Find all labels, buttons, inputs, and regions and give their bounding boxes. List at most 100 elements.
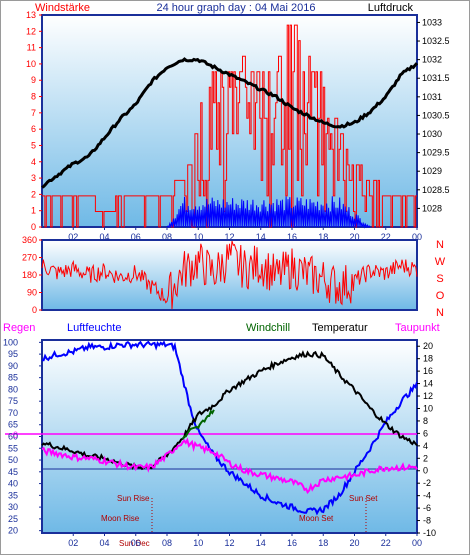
wind-speed-series xyxy=(42,24,417,228)
compass-n-top: N xyxy=(436,239,444,251)
x-tick-label: 20 xyxy=(349,232,359,242)
x-tick-label: 20 xyxy=(349,538,359,548)
direction-tick-label: 0 xyxy=(32,305,37,315)
wind-pressure-panel xyxy=(41,14,418,228)
wind-direction-series xyxy=(41,240,418,310)
direction-tick-label: 90 xyxy=(27,288,37,298)
humidity-tick-label: 30 xyxy=(8,502,18,512)
x-tick-label: 06 xyxy=(131,538,141,548)
humidity-tick-label: 85 xyxy=(8,373,18,383)
x-tick-label: 18 xyxy=(318,232,328,242)
temperature-tick-label: 18 xyxy=(423,354,433,364)
temperature-tick-label: 16 xyxy=(423,366,433,376)
humidity-tick-label: 20 xyxy=(8,526,18,536)
wind-tick-label: 12 xyxy=(26,26,36,36)
temperature-tick-label: -10 xyxy=(423,528,436,538)
wind-tick-label: 10 xyxy=(26,59,36,69)
wind-tick-label: 4 xyxy=(31,157,36,167)
direction-tick-label: 180 xyxy=(22,270,37,280)
pressure-tick-label: 1031 xyxy=(422,92,442,102)
humidity-tick-label: 60 xyxy=(8,432,18,442)
x-tick-label: 02 xyxy=(68,538,78,548)
temperature-tick-label: 14 xyxy=(423,379,433,389)
pressure-tick-label: 1030 xyxy=(422,129,442,139)
compass-n-bottom: N xyxy=(436,307,444,319)
compass-w: W xyxy=(435,256,446,268)
pressure-tick-label: 1031.5 xyxy=(422,73,450,83)
temperature-tick-label: -4 xyxy=(423,491,431,501)
humidity-tick-label: 40 xyxy=(8,479,18,489)
x-tick-label: 06 xyxy=(131,232,141,242)
compass-s: S xyxy=(436,273,443,285)
wind-tick-label: 7 xyxy=(31,108,36,118)
humidity-tick-label: 25 xyxy=(8,514,18,524)
temperature-tick-label: 20 xyxy=(423,341,433,351)
humidity-tick-label: 95 xyxy=(8,349,18,359)
x-tick-label: 04 xyxy=(99,538,109,548)
temperature-tick-label: 4 xyxy=(423,441,428,451)
pressure-tick-label: 1030.5 xyxy=(422,110,450,120)
pressure-tick-label: 1028 xyxy=(422,203,442,213)
dewpoint-series xyxy=(41,437,418,495)
humidity-tick-label: 75 xyxy=(8,396,18,406)
wind-axis-title: Windstärke xyxy=(35,2,90,14)
legend-taupunkt: Taupunkt xyxy=(395,322,440,334)
temperature-tick-label: 10 xyxy=(423,403,433,413)
wind-tick-label: 0 xyxy=(31,222,36,232)
temperature-tick-label: 8 xyxy=(423,416,428,426)
legend-temperatur: Temperatur xyxy=(312,322,368,334)
x-tick-label: 04 xyxy=(99,232,109,242)
temperature-tick-label: 6 xyxy=(423,428,428,438)
humidity-tick-label: 80 xyxy=(8,384,18,394)
pressure-tick-label: 1029.5 xyxy=(422,148,450,158)
wind-tick-label: 11 xyxy=(27,43,36,53)
humidity-tick-label: 35 xyxy=(8,490,18,500)
wind-gust-series xyxy=(166,196,371,229)
temperature-tick-label: 2 xyxy=(423,453,428,463)
pressure-tick-label: 1032 xyxy=(422,55,442,65)
x-tick-label: 16 xyxy=(287,538,297,548)
x-tick-label: 12 xyxy=(224,538,234,548)
x-tick-label: 10 xyxy=(193,538,203,548)
wind-tick-label: 2 xyxy=(31,189,36,199)
temperature-tick-label: -8 xyxy=(423,516,431,526)
sun-dec-label: Sun Dec xyxy=(119,539,150,548)
direction-tick-label: 270 xyxy=(22,253,37,263)
wind-tick-label: 3 xyxy=(31,173,36,183)
x-tick-label: 00 xyxy=(412,538,422,548)
moon-set-label: Moon Set xyxy=(299,514,334,523)
pressure-tick-label: 1032.5 xyxy=(422,36,450,46)
x-tick-label: 14 xyxy=(256,232,266,242)
wind-tick-label: 13 xyxy=(26,10,36,20)
sun-set-label: Sun Set xyxy=(349,494,378,503)
pressure-tick-label: 1033 xyxy=(422,17,442,27)
humidity-tick-label: 100 xyxy=(3,337,18,347)
compass-o: O xyxy=(436,290,445,302)
wind-tick-label: 9 xyxy=(31,75,36,85)
x-tick-label: 16 xyxy=(287,232,297,242)
x-tick-label: 08 xyxy=(162,538,172,548)
climate-panel xyxy=(41,339,418,534)
pressure-tick-label: 1029 xyxy=(422,166,442,176)
pressure-series xyxy=(41,57,419,189)
pressure-axis-title: Luftdruck xyxy=(368,2,414,14)
humidity-tick-label: 90 xyxy=(8,361,18,371)
humidity-tick-label: 70 xyxy=(8,408,18,418)
x-tick-label: 18 xyxy=(318,538,328,548)
x-tick-label: 00 xyxy=(412,232,422,242)
temperature-tick-label: -6 xyxy=(423,503,431,513)
humidity-tick-label: 65 xyxy=(8,420,18,430)
pressure-tick-label: 1028.5 xyxy=(422,185,450,195)
x-tick-label: 12 xyxy=(224,232,234,242)
humidity-tick-label: 55 xyxy=(8,443,18,453)
x-tick-label: 10 xyxy=(193,232,203,242)
sun-rise-label: Sun Rise xyxy=(117,494,150,503)
zero-mark-label: 0 xyxy=(13,430,18,440)
x-tick-label: 22 xyxy=(381,538,391,548)
legend-regen: Regen xyxy=(3,322,35,334)
wind-tick-label: 8 xyxy=(31,92,36,102)
x-tick-label: 22 xyxy=(381,232,391,242)
x-tick-label: 08 xyxy=(162,232,172,242)
